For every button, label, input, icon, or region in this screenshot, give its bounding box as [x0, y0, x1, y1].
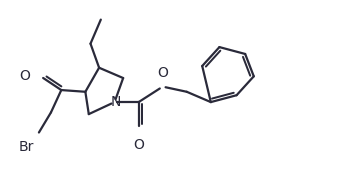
- Text: Br: Br: [18, 140, 34, 154]
- Text: N: N: [111, 95, 121, 109]
- Text: O: O: [19, 69, 30, 83]
- Text: O: O: [157, 66, 168, 80]
- Text: O: O: [133, 138, 144, 152]
